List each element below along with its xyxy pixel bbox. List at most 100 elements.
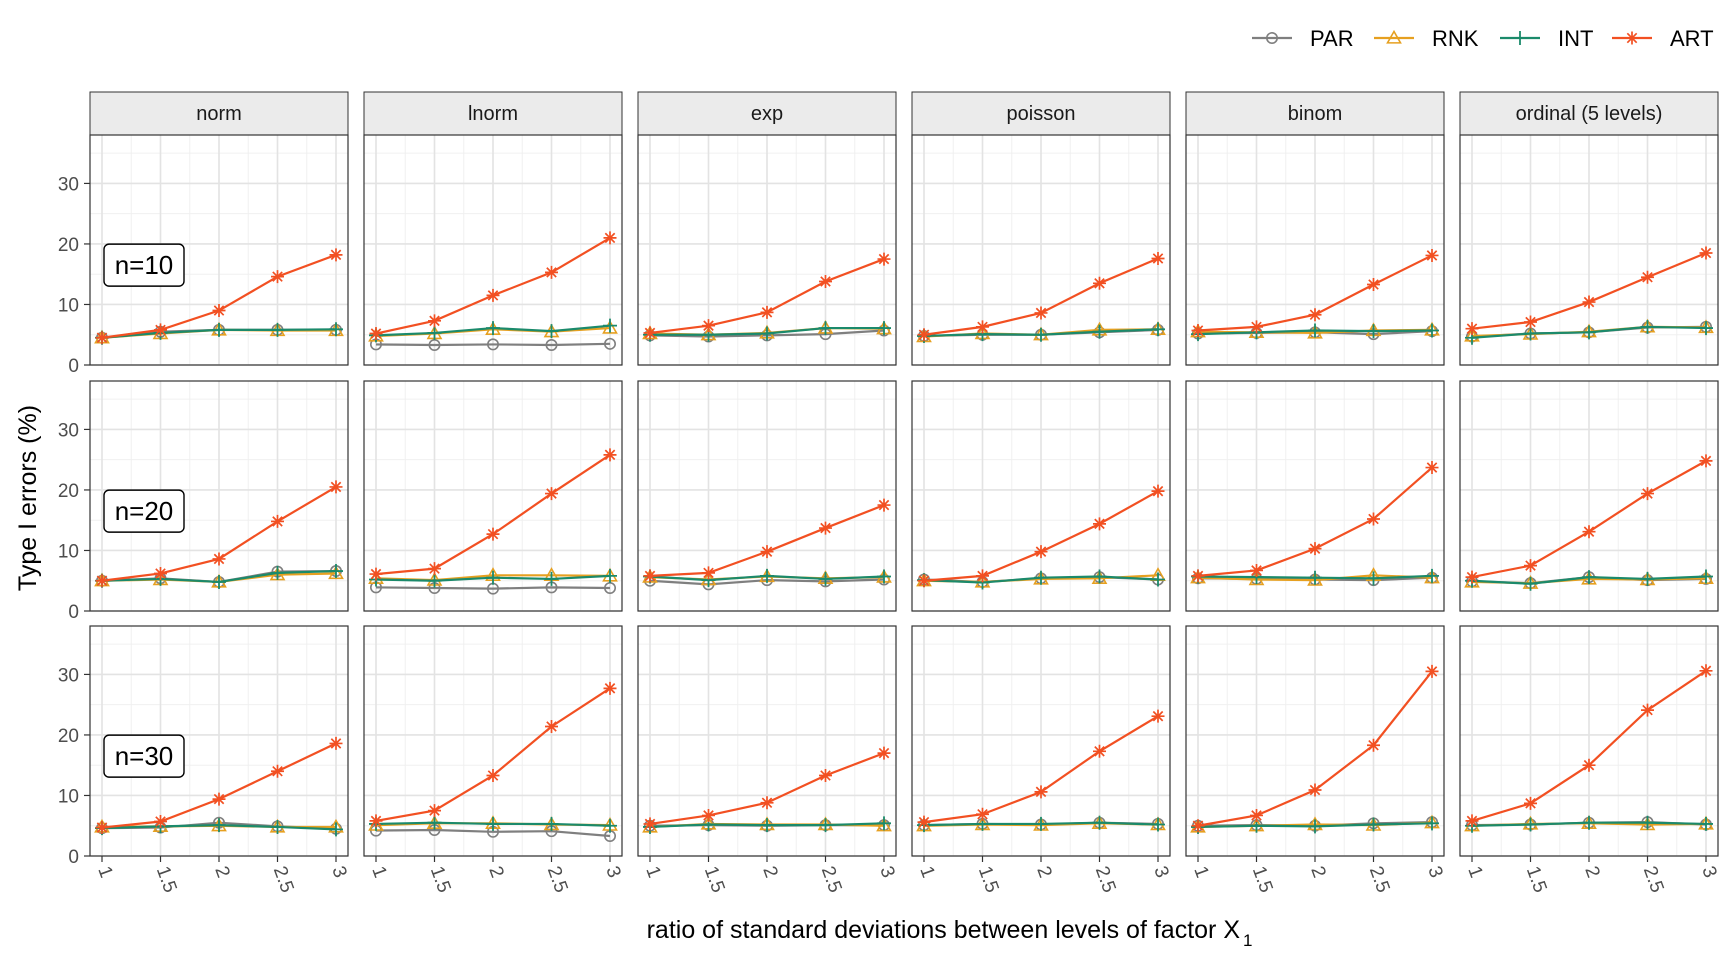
data-point [1248,571,1265,586]
data-point [544,571,559,586]
data-point [427,325,442,340]
x-tick-label: 1.5 [426,864,455,896]
data-point [1308,819,1322,834]
data-point [1641,703,1654,717]
data-point [1151,251,1165,265]
series-int [1465,815,1713,833]
facet-strip: lnorm [363,91,623,136]
data-point [818,321,833,336]
x-tick-label: 3 [875,864,898,881]
data-point [1308,570,1322,585]
data-point [1524,796,1537,810]
data-point [1034,570,1048,585]
data-point [1191,569,1205,583]
x-tick-label: 1.5 [700,864,729,896]
series-line [375,828,611,838]
panel-border [911,380,1171,612]
data-point [154,566,167,580]
facet-panel: 1 1.5 2 2.5 3 [637,625,899,896]
panel-border [1185,134,1445,366]
data-point [329,736,343,750]
row-label-text: n=20 [115,496,174,526]
panel-border [89,134,349,366]
series-art [643,746,891,831]
facet-strip-label: binom [1288,103,1342,125]
legend-label: PAR [1310,26,1354,51]
x-tick-label: 1.5 [152,864,181,896]
x-tick-label: 1.5 [1522,864,1551,896]
x-tick-label: 2.5 [1091,864,1120,896]
series-art [1465,454,1713,584]
data-point [212,304,226,318]
data-point [1093,744,1106,758]
data-point [544,816,559,831]
data-point [1425,461,1439,475]
facet-panel: 1 1.5 2 2.5 3 [363,625,625,896]
data-point [1582,570,1596,585]
series-art [369,448,617,581]
facet-strip-box [1459,91,1719,136]
data-point [1386,29,1402,44]
facet-strip-label: poisson [1007,103,1076,125]
data-point [427,815,442,830]
y-tick-label: 0 [68,847,79,868]
series-art [1191,461,1439,583]
data-point [1699,569,1713,584]
data-point [1425,664,1439,678]
data-point [1034,816,1048,831]
facet-strip: binom [1185,91,1445,136]
series-art [917,251,1165,342]
facet-strip: poisson [911,91,1171,136]
data-point [1465,814,1479,828]
facet-strip-label: norm [196,103,242,125]
data-point [1640,815,1655,830]
data-point [1191,324,1205,337]
data-point [428,314,441,328]
data-point [1640,571,1655,586]
y-tick-label: 30 [58,665,79,686]
facet-strip-box [89,91,349,136]
y-tick-label: 0 [68,602,79,623]
x-tick-label: 2 [484,864,507,881]
data-point [428,562,441,576]
data-point [1513,31,1527,45]
panel-border [637,134,897,366]
data-point [760,568,774,583]
x-tick-label: 3 [1423,864,1446,881]
data-point [212,322,226,337]
y-tick-label: 10 [58,541,79,562]
data-point [212,792,226,806]
data-point [1367,738,1380,752]
data-point [643,326,657,340]
series-art [643,252,891,340]
data-point [1699,454,1713,468]
data-point [760,305,774,319]
data-point [819,274,832,288]
data-point [760,326,774,341]
data-point [1266,31,1279,44]
row-label: n=10 [103,243,185,287]
data-point [1366,571,1381,586]
legend-item: RNK [1374,26,1479,51]
x-tick-label: 1.5 [974,864,1003,896]
facet-strip-label: lnorm [468,103,518,125]
series-line [375,342,611,347]
legend-label: INT [1558,26,1593,51]
data-point [1034,327,1048,342]
data-point [818,818,833,833]
data-point [1699,664,1713,678]
data-point [603,818,617,833]
series-art [95,480,343,588]
x-tick-label: 2.5 [817,864,846,896]
data-point [1582,525,1596,539]
facet-panel: 0 10 20 30 n=10 [58,134,349,377]
y-tick-label: 10 [58,786,79,807]
x-tick-label: 1 [641,864,664,881]
panel-border [1185,380,1445,612]
data-point [270,322,285,337]
data-point [329,248,343,262]
data-point [1366,817,1381,832]
data-point [603,448,617,462]
row-label-box [103,243,185,287]
